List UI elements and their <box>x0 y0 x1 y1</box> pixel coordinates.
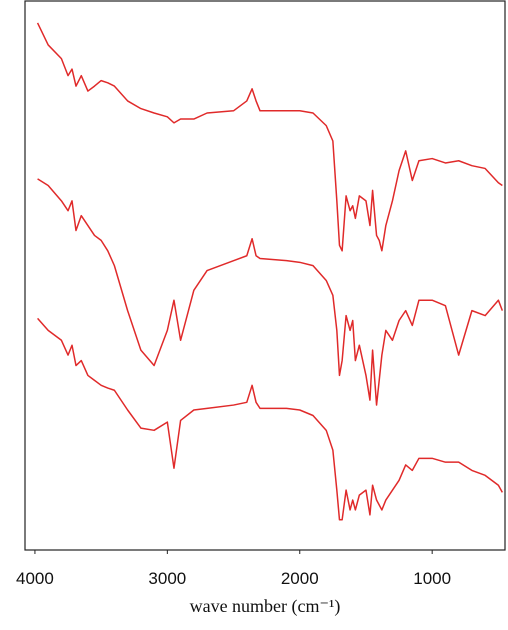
x-tick-label: 1000 <box>413 569 451 588</box>
x-tick-label: 2000 <box>281 569 319 588</box>
plot-frame <box>24 0 506 551</box>
x-axis-label: wave number (cm⁻¹) <box>190 596 341 617</box>
x-tick-label: 3000 <box>148 569 186 588</box>
spectrum-line <box>37 178 504 406</box>
x-tick-label: 4000 <box>16 569 54 588</box>
spectrum-line <box>37 317 504 521</box>
spectrum-line <box>36 22 503 252</box>
